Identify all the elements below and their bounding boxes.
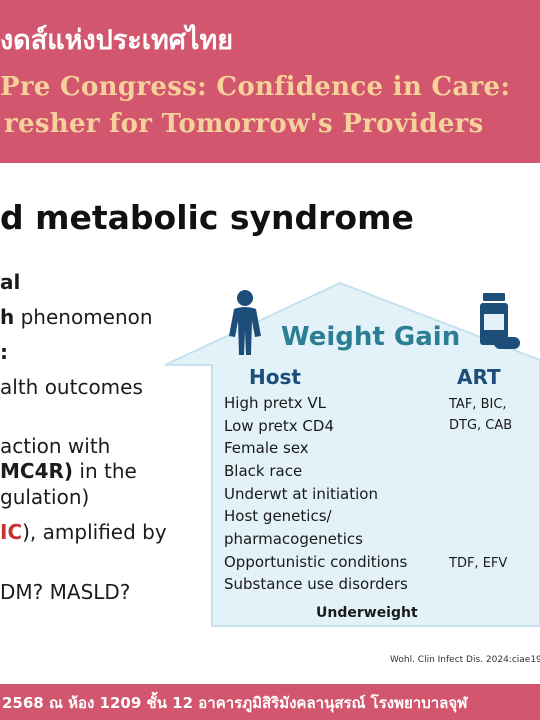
host-item: Underwt at initiation	[224, 485, 378, 503]
host-item: pharmacogenetics	[224, 530, 363, 548]
header-banner: งดส์แห่งประเทศไทย Pre Congress: Confiden…	[0, 0, 540, 163]
slide-title: d metabolic syndrome	[0, 198, 414, 237]
host-item: Female sex	[224, 439, 309, 457]
body-line-6: MC4R) in the	[0, 459, 137, 483]
footer-text: 2568 ณ ห้อง 1209 ชั้น 12 อาคารภูมิสิริมั…	[2, 694, 468, 712]
body-line-1: al	[0, 270, 21, 294]
body-line-4: alth outcomes	[0, 375, 143, 399]
art-heading: ART	[457, 365, 501, 389]
footer-banner: 2568 ณ ห้อง 1209 ชั้น 12 อาคารภูมิสิริมั…	[0, 684, 540, 720]
citation: Wohl. Clin Infect Dis. 2024:ciae19	[390, 655, 540, 665]
body-line-3: :	[0, 340, 8, 364]
host-item: Host genetics/	[224, 507, 332, 525]
medication-bottle-icon	[480, 293, 520, 349]
host-item: Low pretx CD4	[224, 417, 334, 435]
host-heading: Host	[249, 365, 301, 389]
house-shape	[164, 281, 540, 627]
underweight-label: Underweight	[316, 605, 418, 621]
body-line-9: DM? MASLD?	[0, 580, 131, 604]
body-line-8: IC), amplified by	[0, 520, 167, 544]
body-line-5: action with	[0, 434, 111, 458]
art-item: DTG, CAB	[449, 418, 513, 433]
congress-title-line-2: resher for Tomorrow's Providers	[4, 109, 484, 139]
host-item: Black race	[224, 462, 303, 480]
host-item: Substance use disorders	[224, 575, 408, 593]
host-item: High pretx VL	[224, 394, 326, 412]
organization-title: งดส์แห่งประเทศไทย	[0, 25, 234, 56]
host-item: Opportunistic conditions	[224, 553, 408, 571]
congress-title-line-1: Pre Congress: Confidence in Care:	[0, 72, 511, 102]
person-icon	[229, 290, 261, 355]
weight-gain-title: Weight Gain	[281, 322, 461, 352]
art-item: TAF, BIC,	[449, 397, 507, 412]
body-line-2: h phenomenon	[0, 305, 153, 329]
art-item: TDF, EFV	[449, 556, 508, 571]
body-line-7: gulation)	[0, 485, 90, 509]
